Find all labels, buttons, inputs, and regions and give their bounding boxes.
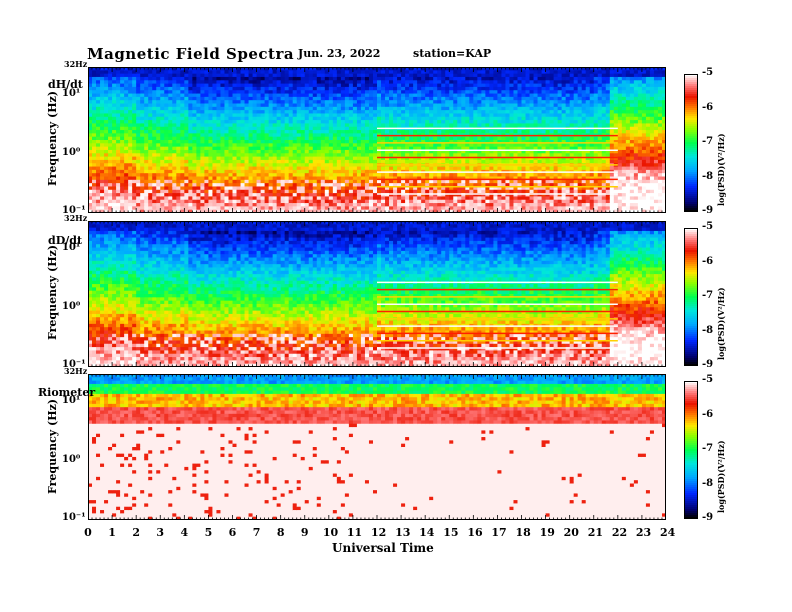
x-tick-label: 12 — [371, 526, 386, 539]
xlabel: Universal Time — [332, 541, 434, 555]
y-tick-label: 10¹ — [62, 395, 80, 406]
panel-label-dddt: dD/dt — [48, 234, 82, 247]
colorbar-tick-label: -6 — [702, 256, 713, 267]
x-tick-label: 13 — [395, 526, 410, 539]
x-tick-label: 15 — [443, 526, 458, 539]
y-tick-label: 10⁻¹ — [62, 512, 86, 523]
colorbar-tick-label: -7 — [702, 136, 713, 147]
ylabel-dhdt: Frequency (Hz) — [46, 91, 59, 186]
panel-label-riometer: Riometer — [38, 386, 95, 399]
colorbar-tick-label: -5 — [702, 67, 713, 78]
x-tick-label: 4 — [178, 526, 190, 539]
colorbar-tick-label: -9 — [702, 205, 713, 216]
x-tick-label: 14 — [419, 526, 434, 539]
x-tick-label: 24 — [660, 526, 675, 539]
spectrogram-dhdt — [88, 67, 666, 213]
spectrogram-riometer — [88, 374, 666, 520]
x-tick-label: 2 — [130, 526, 142, 539]
colorbar — [684, 74, 698, 212]
freq-top-label: 32Hz — [64, 213, 87, 223]
date-label: Jun. 23, 2022 — [298, 47, 380, 60]
x-tick-label: 1 — [106, 526, 118, 539]
colorbar-tick-label: -5 — [702, 374, 713, 385]
colorbar-tick-label: -8 — [702, 325, 713, 336]
x-tick-label: 3 — [154, 526, 166, 539]
panel-label-dhdt: dH/dt — [48, 78, 83, 91]
colorbar-tick-label: -6 — [702, 409, 713, 420]
ylabel-dddt: Frequency (Hz) — [46, 245, 59, 340]
colorbar-label: log(PSD)(V²/Hz) — [716, 133, 726, 206]
x-tick-label: 22 — [612, 526, 627, 539]
x-tick-label: 5 — [202, 526, 214, 539]
colorbar-tick-label: -7 — [702, 443, 713, 454]
y-tick-label: 10¹ — [62, 242, 80, 253]
x-tick-label: 17 — [491, 526, 506, 539]
x-tick-label: 11 — [347, 526, 362, 539]
x-tick-label: 21 — [588, 526, 603, 539]
y-tick-label: 10⁻¹ — [62, 205, 86, 216]
y-tick-label: 10⁻¹ — [62, 359, 86, 370]
colorbar-label: log(PSD)(V²/Hz) — [716, 440, 726, 513]
colorbar-tick-label: -9 — [702, 512, 713, 523]
x-tick-label: 23 — [636, 526, 651, 539]
colorbar-tick-label: -8 — [702, 171, 713, 182]
station-label: station=KAP — [413, 47, 491, 60]
freq-top-label: 32Hz — [64, 59, 87, 69]
x-tick-label: 16 — [467, 526, 482, 539]
x-tick-label: 8 — [275, 526, 287, 539]
colorbar-tick-label: -8 — [702, 478, 713, 489]
page-title: Magnetic Field Spectra — [87, 45, 294, 63]
colorbar-tick-label: -5 — [702, 221, 713, 232]
x-tick-label: 6 — [227, 526, 239, 539]
x-tick-label: 7 — [251, 526, 263, 539]
x-tick-label: 18 — [516, 526, 531, 539]
colorbar-tick-label: -6 — [702, 102, 713, 113]
freq-top-label: 32Hz — [64, 366, 87, 376]
y-tick-label: 10⁰ — [62, 301, 80, 312]
spectrogram-dddt — [88, 221, 666, 367]
colorbar-label: log(PSD)(V²/Hz) — [716, 287, 726, 360]
colorbar — [684, 228, 698, 366]
x-tick-label: 10 — [323, 526, 338, 539]
colorbar-tick-label: -9 — [702, 359, 713, 370]
ylabel-riometer: Frequency (Hz) — [46, 399, 59, 494]
x-tick-label: 19 — [540, 526, 555, 539]
x-tick-label: 9 — [299, 526, 311, 539]
y-tick-label: 10¹ — [62, 88, 80, 99]
x-tick-label: 0 — [82, 526, 94, 539]
x-tick-label: 20 — [564, 526, 579, 539]
y-tick-label: 10⁰ — [62, 454, 80, 465]
colorbar-tick-label: -7 — [702, 290, 713, 301]
colorbar — [684, 381, 698, 519]
y-tick-label: 10⁰ — [62, 147, 80, 158]
